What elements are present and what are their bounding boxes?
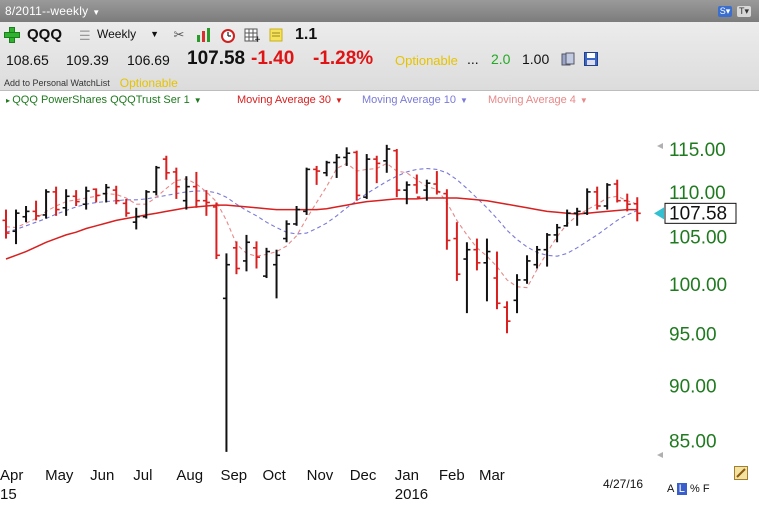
x-tick-label: May [45,467,74,484]
legend-item-ma30-label: Moving Average 30 [237,94,331,106]
y-tick-label: 115.00 [669,140,726,161]
x-tick-label: Jun [90,467,114,484]
optionable-badge: Optionable [395,53,458,68]
quote-high: 109.39 [66,52,109,68]
watchlist-row: Add to Personal WatchList Optionable [4,75,178,90]
tools-icon[interactable]: ✂ [173,27,185,42]
x-tick-label: Oct [263,467,287,484]
legend-item-ma4-label: Moving Average 4 [488,94,576,106]
window-title-text: 8/2011--weekly [5,4,89,18]
note-icon[interactable] [268,27,284,43]
quote-row: 108.65 109.39 106.69 107.58 -1.40 -1.28%… [0,48,759,72]
ma4-line [5,162,638,289]
y-tick-label: 95.00 [669,324,717,345]
toolbar: QQQ ☰ Weekly ▼ ✂ + 1.1 108.65 109.39 106… [0,22,759,91]
bar-chart-icon[interactable] [196,27,212,43]
quote-change: -1.40 [251,48,295,69]
quote-last: 107.58 [187,48,246,69]
chevron-down-icon: ▼ [150,29,159,39]
as-of-date: 4/27/16 [603,477,644,491]
save-icon[interactable] [584,52,598,66]
y-tick-label: 90.00 [669,376,717,397]
alarm-clock-icon[interactable] [220,27,236,43]
legend-item-price-label: QQQ PowerShares QQQTrust Ser 1 [12,94,190,106]
quote-change-percent: -1.28% [313,48,374,69]
quote-open: 108.65 [6,52,49,68]
grid-plus-icon[interactable]: + [244,27,262,45]
bar-chart-glyph [197,28,210,42]
scale-percent-button[interactable]: % [689,483,700,495]
stack-glyph [561,52,575,66]
y-tick-label: 85.00 [669,432,717,453]
chart-legend: ▸ QQQ PowerShares QQQTrust Ser 1 ▼ Moving… [0,92,759,110]
window-titlebar: 8/2011--weekly ▼ S▾ T▾ [0,0,759,22]
scale-fixed-button[interactable]: F [702,483,710,495]
svg-text:+: + [254,35,260,43]
legend-item-ma4[interactable]: Moving Average 4 ▼ [488,94,588,106]
scale-auto-button[interactable]: A [667,483,674,495]
x-tick-label: Aug [176,467,203,484]
list-icon[interactable]: ☰ [79,28,91,43]
x-tick-label: Feb [439,467,465,484]
x-tick-label: Apr [0,467,23,484]
window-title[interactable]: 8/2011--weekly ▼ [5,4,100,18]
quote-value-black: 1.00 [522,51,550,67]
last-price-marker [654,207,664,220]
period-select[interactable]: Weekly ▼ [97,26,161,43]
add-symbol-icon[interactable] [4,27,20,43]
last-price-box [664,202,737,224]
add-to-watchlist-link[interactable]: Add to Personal WatchList [4,78,110,88]
y-tick-label: 110.00 [669,183,726,204]
title-dropdown-icon[interactable]: ▼ [92,8,101,17]
chevron-down-icon: ▼ [459,96,468,105]
optionable-label: Optionable [119,76,178,90]
version-number: 1.1 [295,26,318,43]
ma30-line [5,197,638,260]
t-menu-icon[interactable]: T▾ [737,6,751,17]
chevron-down-icon: ▼ [334,96,343,105]
save-glyph [584,52,598,66]
ma10-line [5,167,638,257]
grid-plus-glyph: + [244,28,262,45]
x-tick-label: Nov [307,467,334,484]
expand-arrow-icon: ▸ [6,96,13,105]
alarm-clock-glyph [221,29,235,43]
x-tick-label: Dec [350,467,377,484]
scale-buttons: A L % F [667,483,710,495]
quote-low: 106.69 [127,52,170,68]
more-dots[interactable]: ... [467,51,479,67]
symbol-field[interactable]: QQQ [27,26,63,43]
chevron-down-icon: ▼ [193,96,202,105]
chevron-down-icon: ▼ [579,96,588,105]
legend-item-price[interactable]: ▸ QQQ PowerShares QQQTrust Ser 1 ▼ [6,94,202,106]
x-tick-label: Sep [220,467,247,484]
note-glyph [269,28,283,42]
pencil-icon[interactable] [734,466,748,480]
x-tick-label: Mar [479,467,505,484]
legend-item-ma10[interactable]: Moving Average 10 ▼ [362,94,468,106]
last-price-label: 107.58 [669,203,727,224]
s-menu-icon[interactable]: S▾ [718,6,732,17]
x-year-label: 15 [0,486,17,503]
stack-icon[interactable] [561,52,575,66]
x-tick-label: Jul [133,467,152,484]
toolbar-row-symbol: QQQ ☰ Weekly ▼ ✂ + 1.1 [0,24,759,46]
quote-value-green: 2.0 [491,51,511,67]
period-select-value: Weekly [97,27,137,41]
x-year-label: 2016 [395,486,428,503]
y-tick-label: 100.00 [669,275,727,296]
axis-bottom-marker [657,452,663,458]
y-tick-label: 105.00 [669,228,727,249]
legend-item-ma30[interactable]: Moving Average 30 ▼ [237,94,343,106]
x-tick-label: Jan [395,467,419,484]
legend-item-ma10-label: Moving Average 10 [362,94,456,106]
scale-log-button[interactable]: L [676,483,687,495]
axis-top-marker [657,143,663,149]
